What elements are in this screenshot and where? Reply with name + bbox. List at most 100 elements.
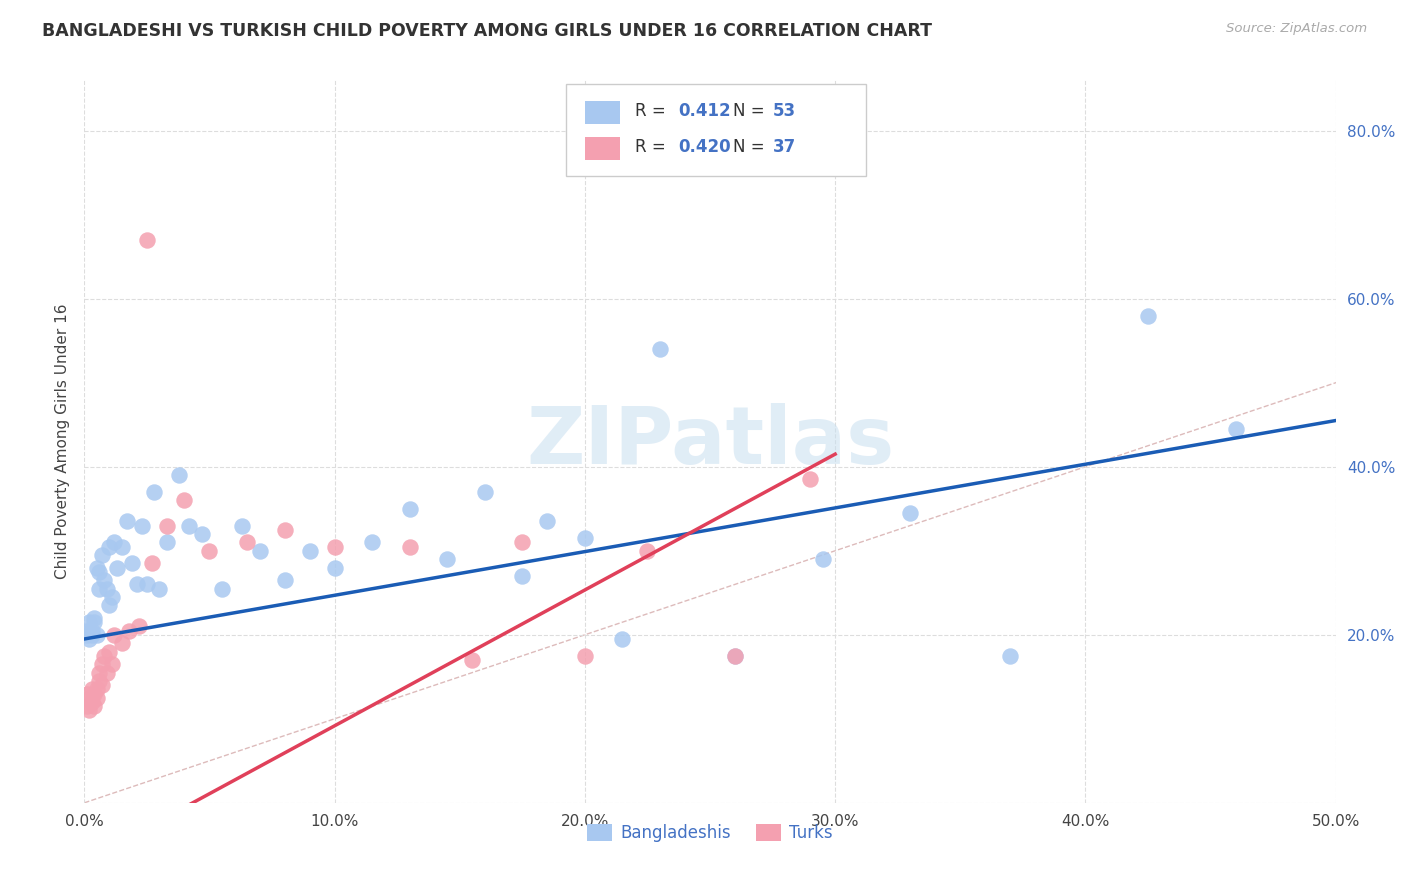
Point <box>96 582 118 596</box>
Point <box>83 611 105 625</box>
Point <box>86 560 108 574</box>
Point <box>156 535 179 549</box>
Point <box>93 648 115 663</box>
Point <box>141 557 163 571</box>
Point <box>156 518 179 533</box>
Point <box>115 514 138 528</box>
Point <box>198 543 221 558</box>
Point <box>323 560 346 574</box>
Point <box>474 485 496 500</box>
Point <box>637 543 659 558</box>
Point <box>83 699 105 714</box>
Point <box>79 632 101 646</box>
Point <box>179 518 201 533</box>
Point <box>724 648 747 663</box>
FancyBboxPatch shape <box>567 84 866 177</box>
Point <box>103 628 125 642</box>
Point <box>86 628 108 642</box>
Point <box>1136 309 1159 323</box>
Point <box>101 590 124 604</box>
Point <box>89 665 111 680</box>
Point <box>323 540 346 554</box>
Text: 37: 37 <box>773 138 796 156</box>
Text: R =: R = <box>636 138 671 156</box>
Point <box>1225 422 1247 436</box>
Point <box>361 535 384 549</box>
Point <box>121 557 143 571</box>
Point <box>436 552 458 566</box>
Text: N =: N = <box>733 103 769 120</box>
Point <box>79 690 101 705</box>
Point <box>398 540 420 554</box>
Point <box>191 527 214 541</box>
Point <box>125 577 148 591</box>
Bar <box>585 101 620 124</box>
Point <box>136 233 159 247</box>
Point <box>76 687 98 701</box>
Point <box>574 531 596 545</box>
Point <box>111 540 134 554</box>
Text: 0.412: 0.412 <box>679 103 731 120</box>
Point <box>173 493 195 508</box>
Point <box>86 682 108 697</box>
Point <box>103 535 125 549</box>
Point <box>76 628 98 642</box>
Point <box>169 468 191 483</box>
Point <box>211 582 233 596</box>
Point <box>574 648 596 663</box>
Point <box>512 569 534 583</box>
Point <box>231 518 253 533</box>
Point <box>273 573 295 587</box>
Point <box>76 624 98 638</box>
Point <box>101 657 124 672</box>
Point <box>89 565 111 579</box>
Point <box>398 501 420 516</box>
Point <box>136 577 159 591</box>
Point <box>105 560 128 574</box>
Point <box>143 485 166 500</box>
Point <box>1000 648 1022 663</box>
Point <box>80 682 103 697</box>
Text: 53: 53 <box>773 103 796 120</box>
Point <box>76 699 98 714</box>
Text: Source: ZipAtlas.com: Source: ZipAtlas.com <box>1226 22 1367 36</box>
Point <box>898 506 921 520</box>
Point <box>811 552 834 566</box>
Point <box>80 695 103 709</box>
Point <box>111 636 134 650</box>
Point <box>236 535 259 549</box>
Point <box>83 687 105 701</box>
Point <box>89 582 111 596</box>
Point <box>83 615 105 630</box>
Point <box>93 573 115 587</box>
Point <box>118 624 141 638</box>
Point <box>90 657 112 672</box>
Point <box>648 342 671 356</box>
Point <box>80 624 103 638</box>
Point <box>724 648 747 663</box>
Point <box>512 535 534 549</box>
Point <box>128 619 150 633</box>
Y-axis label: Child Poverty Among Girls Under 16: Child Poverty Among Girls Under 16 <box>55 304 70 579</box>
Text: R =: R = <box>636 103 671 120</box>
Point <box>98 599 121 613</box>
Point <box>536 514 558 528</box>
Point <box>799 472 821 486</box>
Point <box>89 673 111 688</box>
Text: ZIPatlas: ZIPatlas <box>526 402 894 481</box>
Bar <box>585 136 620 160</box>
Point <box>131 518 153 533</box>
Point <box>96 665 118 680</box>
Point <box>90 678 112 692</box>
Point <box>298 543 321 558</box>
Text: 0.420: 0.420 <box>679 138 731 156</box>
Point <box>79 615 101 630</box>
Point <box>79 703 101 717</box>
Point <box>612 632 634 646</box>
Text: BANGLADESHI VS TURKISH CHILD POVERTY AMONG GIRLS UNDER 16 CORRELATION CHART: BANGLADESHI VS TURKISH CHILD POVERTY AMO… <box>42 22 932 40</box>
Text: N =: N = <box>733 138 769 156</box>
Point <box>90 548 112 562</box>
Legend: Bangladeshis, Turks: Bangladeshis, Turks <box>581 817 839 848</box>
Point <box>148 582 170 596</box>
Point <box>86 690 108 705</box>
